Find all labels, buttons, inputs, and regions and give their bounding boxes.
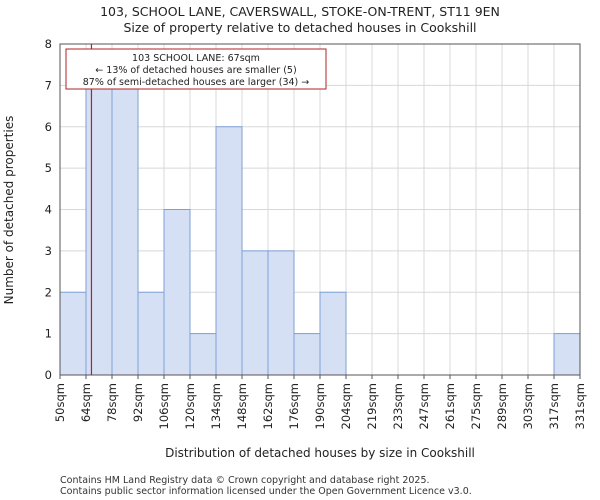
- x-tick-label-17: 289sqm: [495, 383, 509, 429]
- x-tick-label-7: 148sqm: [235, 383, 249, 429]
- bar-92sqm: [137, 291, 165, 376]
- y-tick-label-5: 5: [45, 161, 52, 175]
- x-tick-label-9: 176sqm: [287, 383, 301, 429]
- y-tick-label-4: 4: [45, 203, 52, 217]
- chart-subtitle: Size of property relative to detached ho…: [123, 20, 476, 35]
- x-tick-label-5: 120sqm: [183, 383, 197, 429]
- annotation-box: 103 SCHOOL LANE: 67sqm ← 13% of detached…: [65, 48, 327, 90]
- footer-line-2: Contains public sector information licen…: [60, 486, 472, 497]
- annotation-line-3: 87% of semi-detached houses are larger (…: [83, 77, 310, 88]
- bar-134sqm: [215, 126, 243, 376]
- y-tick-label-2: 2: [45, 285, 52, 299]
- x-tick-label-0: 50sqm: [53, 383, 67, 422]
- bar-64sqm: [85, 84, 113, 376]
- x-tick-label-14: 247sqm: [417, 383, 431, 429]
- x-tick-label-2: 78sqm: [105, 383, 119, 422]
- x-axis-label: Distribution of detached houses by size …: [165, 446, 475, 460]
- x-tick-label-4: 106sqm: [157, 383, 171, 429]
- x-axis-ticks: 50sqm 64sqm 78sqm 92sqm 106sqm 120sqm 134sqm 14…: [53, 375, 587, 429]
- bar-50sqm: [59, 291, 87, 376]
- annotation-line-2: ← 13% of detached houses are smaller (5): [95, 65, 296, 76]
- x-tick-label-6: 134sqm: [209, 383, 223, 429]
- chart-title: 103, SCHOOL LANE, CAVERSWALL, STOKE-ON-T…: [100, 4, 500, 19]
- footer-line-1: Contains HM Land Registry data © Crown c…: [60, 475, 430, 486]
- y-tick-label-8: 8: [45, 37, 52, 51]
- x-tick-label-1: 64sqm: [79, 383, 93, 422]
- bar-317sqm: [553, 333, 581, 376]
- x-tick-label-10: 190sqm: [313, 383, 327, 429]
- bar-148sqm: [241, 250, 269, 376]
- x-tick-label-12: 219sqm: [365, 383, 379, 429]
- x-tick-label-11: 204sqm: [339, 383, 353, 429]
- bar-190sqm: [319, 291, 347, 376]
- y-tick-label-6: 6: [45, 120, 52, 134]
- y-tick-label-7: 7: [45, 78, 52, 92]
- x-tick-label-18: 303sqm: [521, 383, 535, 429]
- x-tick-label-20: 331sqm: [573, 383, 587, 429]
- annotation-line-1: 103 SCHOOL LANE: 67sqm: [132, 53, 260, 64]
- x-tick-label-13: 233sqm: [391, 383, 405, 429]
- bar-106sqm: [163, 209, 191, 376]
- bar-176sqm: [293, 333, 321, 376]
- x-tick-label-16: 275sqm: [469, 383, 483, 429]
- y-tick-label-3: 3: [45, 244, 52, 258]
- y-tick-label-0: 0: [45, 368, 52, 382]
- x-tick-label-3: 92sqm: [131, 383, 145, 422]
- plot-frame: [59, 43, 581, 376]
- x-tick-label-19: 317sqm: [547, 383, 561, 429]
- bar-78sqm: [111, 84, 139, 376]
- y-axis-ticks: 0 1 2 3 4 5 6 7 8: [45, 37, 52, 382]
- x-tick-label-15: 261sqm: [443, 383, 457, 429]
- y-axis-label: Number of detached properties: [2, 116, 16, 305]
- y-tick-label-1: 1: [45, 327, 52, 341]
- x-tick-label-8: 162sqm: [261, 383, 275, 429]
- bar-120sqm: [189, 333, 217, 376]
- bar-162sqm: [267, 250, 295, 376]
